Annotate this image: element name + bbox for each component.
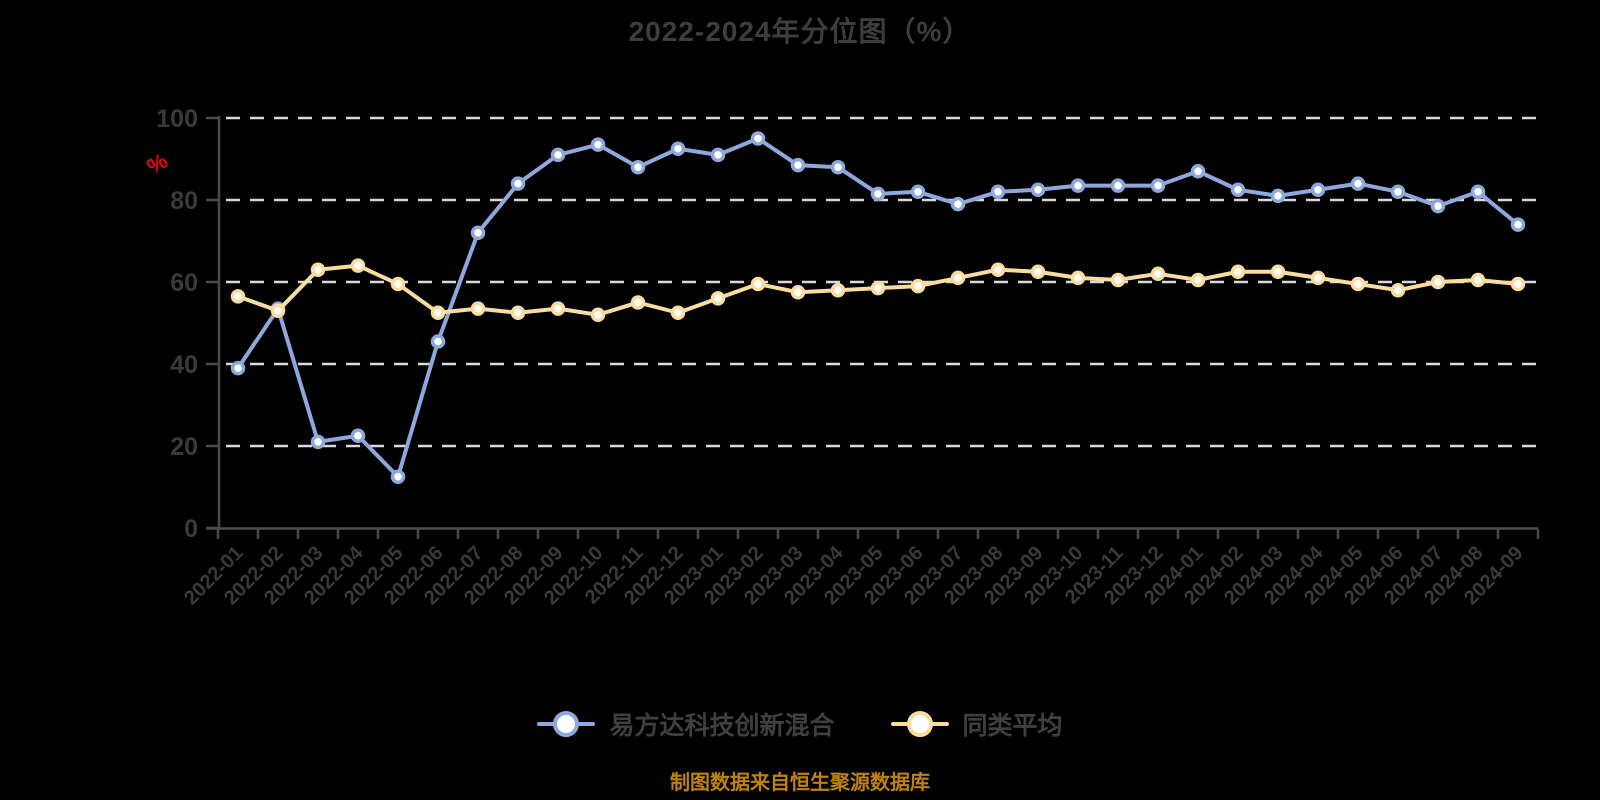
y-axis-label-40: 40 xyxy=(170,351,198,379)
data-point-s0-2024-03[interactable] xyxy=(1270,188,1286,204)
data-point-s1-2023-07[interactable] xyxy=(950,270,966,286)
data-point-s0-2023-12[interactable] xyxy=(1150,178,1166,193)
data-point-s0-2022-03[interactable] xyxy=(310,434,326,450)
data-point-s0-2023-11[interactable] xyxy=(1110,178,1126,193)
data-point-s0-2022-01[interactable] xyxy=(230,360,246,376)
data-point-s1-2022-08[interactable] xyxy=(510,305,526,320)
data-point-s1-2023-11[interactable] xyxy=(1110,272,1126,288)
data-point-s1-2022-07[interactable] xyxy=(470,301,486,316)
data-point-s1-2022-05[interactable] xyxy=(390,276,406,292)
data-point-s0-2024-01[interactable] xyxy=(1190,164,1206,179)
data-point-s0-2022-08[interactable] xyxy=(510,176,526,191)
data-point-s0-2024-04[interactable] xyxy=(1310,182,1326,197)
data-point-s0-2023-10[interactable] xyxy=(1070,178,1086,193)
data-point-s0-2024-02[interactable] xyxy=(1230,182,1246,197)
legend-label-fund-series: 易方达科技创新混合 xyxy=(609,712,835,740)
data-point-s1-2024-09[interactable] xyxy=(1510,276,1526,292)
y-axis-label-20: 20 xyxy=(170,433,198,461)
y-axis-label-0: 0 xyxy=(184,515,198,543)
data-point-s0-2023-05[interactable] xyxy=(870,186,886,202)
data-point-s0-2024-06[interactable] xyxy=(1390,184,1406,200)
y-axis-label-100: 100 xyxy=(156,105,198,133)
y-axis-label-80: 80 xyxy=(170,187,198,215)
data-point-s0-2023-08[interactable] xyxy=(990,184,1006,200)
data-point-s1-2023-01[interactable] xyxy=(710,291,726,306)
data-point-s1-2024-08[interactable] xyxy=(1470,272,1486,288)
data-point-s0-2022-06[interactable] xyxy=(430,334,446,349)
data-point-s1-2024-03[interactable] xyxy=(1270,264,1286,279)
y-axis-label-60: 60 xyxy=(170,269,198,297)
data-point-s0-2023-04[interactable] xyxy=(830,159,846,175)
legend-item-fund-series[interactable]: 易方达科技创新混合 xyxy=(537,706,835,742)
data-point-s1-2022-12[interactable] xyxy=(670,305,686,320)
chart-legend: 易方达科技创新混合 同类平均 xyxy=(0,706,1600,742)
data-point-s0-2022-10[interactable] xyxy=(590,137,606,152)
data-point-s1-2023-12[interactable] xyxy=(1150,266,1166,282)
data-point-s1-2022-04[interactable] xyxy=(350,258,366,273)
chart-title: 2022-2024年分位图（%） xyxy=(628,16,972,47)
data-point-s0-2022-07[interactable] xyxy=(470,225,486,241)
data-point-s0-2023-02[interactable] xyxy=(750,131,766,146)
data-point-s1-2024-05[interactable] xyxy=(1350,276,1366,292)
y-axis-unit-label: % xyxy=(143,148,172,179)
data-point-s1-2022-09[interactable] xyxy=(550,301,566,316)
legend-item-category-average[interactable]: 同类平均 xyxy=(890,706,1063,742)
data-point-s1-2024-04[interactable] xyxy=(1310,270,1326,286)
data-point-s1-2024-01[interactable] xyxy=(1190,272,1206,288)
data-point-s0-2023-09[interactable] xyxy=(1030,182,1046,197)
data-point-s0-2024-08[interactable] xyxy=(1470,184,1486,200)
data-point-s1-2023-10[interactable] xyxy=(1070,270,1086,286)
fund-series-marker-icon xyxy=(537,711,596,737)
data-point-s0-2024-07[interactable] xyxy=(1430,198,1446,214)
data-point-s0-2023-07[interactable] xyxy=(950,196,966,212)
data-point-s1-2022-10[interactable] xyxy=(590,307,606,323)
data-point-s1-2023-06[interactable] xyxy=(910,278,926,294)
data-point-s0-2024-09[interactable] xyxy=(1510,217,1526,232)
data-point-s1-2024-02[interactable] xyxy=(1230,264,1246,279)
data-point-s1-2023-09[interactable] xyxy=(1030,264,1046,279)
category-average-marker-icon xyxy=(890,711,949,737)
data-point-s0-2022-11[interactable] xyxy=(630,159,646,175)
data-point-s0-2023-06[interactable] xyxy=(910,184,926,200)
data-point-s0-2022-12[interactable] xyxy=(670,141,686,156)
data-point-s0-2022-05[interactable] xyxy=(390,469,406,484)
data-source-note: 制图数据来自恒生聚源数据库 xyxy=(670,772,930,794)
data-point-s1-2023-02[interactable] xyxy=(750,276,766,292)
data-point-s1-2022-02[interactable] xyxy=(270,303,286,318)
data-point-s1-2023-08[interactable] xyxy=(990,262,1006,277)
data-point-s1-2023-05[interactable] xyxy=(870,280,886,296)
legend-label-category-average: 同类平均 xyxy=(962,712,1063,740)
data-point-s1-2024-06[interactable] xyxy=(1390,282,1406,298)
data-point-s1-2023-04[interactable] xyxy=(830,282,846,298)
data-point-s1-2022-06[interactable] xyxy=(430,305,446,320)
data-point-s0-2022-04[interactable] xyxy=(350,428,366,443)
data-point-s0-2024-05[interactable] xyxy=(1350,176,1366,191)
data-point-s1-2022-11[interactable] xyxy=(630,295,646,310)
data-point-s1-2022-01[interactable] xyxy=(230,289,246,304)
data-point-s1-2024-07[interactable] xyxy=(1430,274,1446,290)
data-point-s0-2023-03[interactable] xyxy=(790,157,806,173)
data-point-s0-2023-01[interactable] xyxy=(710,147,726,163)
data-point-s0-2022-09[interactable] xyxy=(550,147,566,163)
data-point-s1-2023-03[interactable] xyxy=(790,285,806,300)
data-point-s1-2022-03[interactable] xyxy=(310,262,326,277)
